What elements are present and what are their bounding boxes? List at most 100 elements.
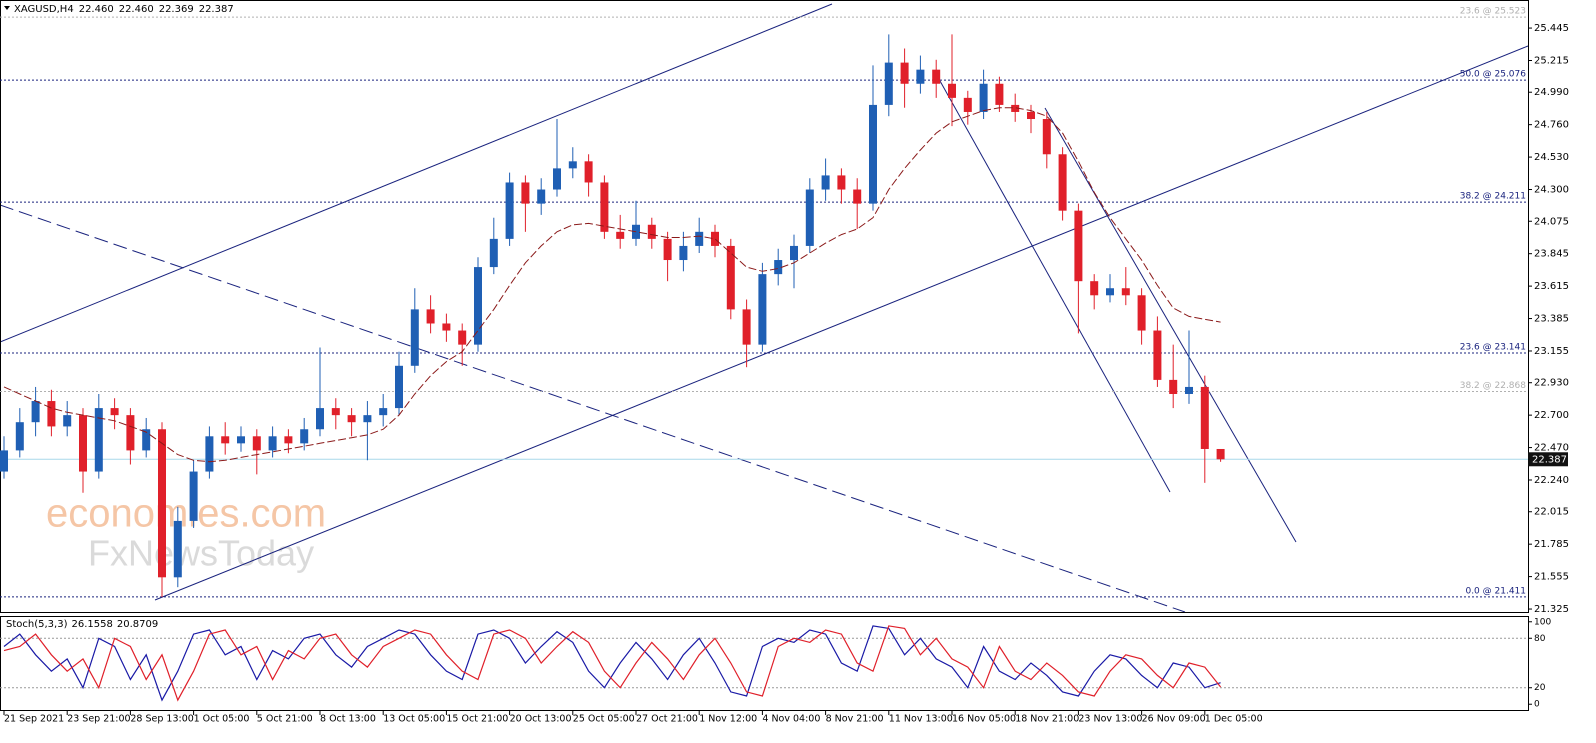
candle-body xyxy=(300,429,309,444)
x-tick-label: 1 Oct 05:00 xyxy=(194,714,250,725)
candle-body xyxy=(869,104,877,204)
fib-label: 0.0 @ 21.411 xyxy=(1465,586,1526,596)
y-tick-label: 24.990 xyxy=(1534,87,1569,98)
fib-label: 38.2 @ 22.868 xyxy=(1460,381,1527,391)
candle-body xyxy=(347,415,356,423)
candle-body xyxy=(790,245,798,261)
candle-body xyxy=(1090,281,1099,296)
candle-body xyxy=(647,224,656,239)
y-tick-label: 21.785 xyxy=(1534,539,1569,550)
candle-body xyxy=(1011,104,1020,112)
candle-body xyxy=(268,436,277,451)
stoch-value: 20.8709 xyxy=(117,619,158,630)
x-tick-label: 5 Oct 21:00 xyxy=(257,714,313,725)
candle-body xyxy=(458,330,467,345)
header-icon xyxy=(4,6,10,10)
candle-body xyxy=(663,238,672,261)
candle-body xyxy=(537,189,546,204)
stoch-tick-label: 100 xyxy=(1534,617,1551,627)
moving-average xyxy=(3,107,1221,463)
candle-body xyxy=(963,97,972,112)
fib-label: 38.2 @ 24.211 xyxy=(1460,192,1526,202)
y-tick-label: 24.760 xyxy=(1534,120,1569,131)
candle-body xyxy=(1169,379,1178,394)
candle-body xyxy=(379,408,388,416)
header-text: XAGUSD,H4 22.460 22.460 22.369 22.387 xyxy=(14,4,234,15)
trend-line xyxy=(0,3,833,343)
watermark: economies.com FxNewsToday xyxy=(46,492,326,574)
candle-body xyxy=(489,238,498,268)
candle-body xyxy=(173,520,182,578)
candle-body xyxy=(948,83,956,98)
candle-body xyxy=(1137,295,1146,331)
trend-line xyxy=(1044,107,1297,543)
trend-line xyxy=(934,71,1171,493)
stoch-line xyxy=(3,625,1221,702)
candle-body xyxy=(553,168,561,190)
candle-body xyxy=(363,415,372,423)
candle-body xyxy=(600,182,609,232)
candle-body xyxy=(1200,386,1209,449)
candle-body xyxy=(916,69,925,84)
candle-body xyxy=(395,365,403,409)
candle-body xyxy=(758,274,767,345)
trend-line xyxy=(154,45,1529,601)
y-tick-label: 24.300 xyxy=(1534,185,1569,196)
candle-body xyxy=(742,309,751,345)
candle-body xyxy=(695,231,704,246)
candle-body xyxy=(474,267,482,345)
candle-body xyxy=(284,436,293,444)
x-tick-label: 11 Nov 13:00 xyxy=(889,714,953,725)
stoch-tick-label: 80 xyxy=(1534,634,1546,644)
y-tick-label: 22.930 xyxy=(1534,378,1569,389)
x-tick-label: 8 Oct 13:00 xyxy=(320,714,376,725)
y-tick-label: 23.385 xyxy=(1534,314,1569,325)
x-tick-label: 21 Sep 2021 xyxy=(4,714,64,725)
stoch-line xyxy=(3,625,1222,702)
candle-body xyxy=(521,182,530,204)
stoch-pane-border xyxy=(0,616,1529,711)
candle-body xyxy=(142,429,151,451)
x-tick-label: 23 Sep 21:00 xyxy=(67,714,130,725)
candle-body xyxy=(1216,448,1225,460)
fib-label: 23.6 @ 25.523 xyxy=(1460,7,1526,17)
x-tick-label: 1 Nov 12:00 xyxy=(699,714,757,725)
candle-body xyxy=(426,309,435,324)
ohlc-value: 22.387 xyxy=(199,4,234,15)
candle-body xyxy=(110,408,119,416)
candle-body xyxy=(995,83,1004,105)
x-tick-label: 1 Dec 05:00 xyxy=(1205,714,1263,725)
candle-body xyxy=(1121,288,1130,296)
stoch-title: Stoch(5,3,3) 26.1558 20.8709 xyxy=(6,619,158,630)
candle-body xyxy=(805,189,814,246)
candle-body xyxy=(94,408,103,472)
candle-body xyxy=(252,436,261,451)
y-tick-label: 22.700 xyxy=(1534,410,1569,421)
x-tick-label: 13 Oct 05:00 xyxy=(383,714,445,725)
ohlc-value: 22.460 xyxy=(119,4,154,15)
y-tick-label: 24.075 xyxy=(1534,216,1569,227)
x-tick-label: 28 Sep 13:00 xyxy=(130,714,193,725)
x-tick-label: 20 Oct 13:00 xyxy=(510,714,572,725)
price-pane-border xyxy=(0,0,1529,613)
candle-body xyxy=(63,415,72,427)
y-tick-label: 23.845 xyxy=(1534,249,1569,260)
header: XAGUSD,H4 22.460 22.460 22.369 22.387 Stoch(… xyxy=(4,4,234,630)
candle-body xyxy=(837,175,846,190)
candle-body xyxy=(616,231,625,239)
candle-body xyxy=(505,182,514,239)
trend-lines xyxy=(0,3,1529,613)
candle-body xyxy=(442,323,451,331)
y-tick-label: 22.470 xyxy=(1534,443,1569,454)
y-tick-label: 24.530 xyxy=(1534,152,1569,163)
candle-body xyxy=(568,161,577,169)
price-box-label: 22.387 xyxy=(1532,454,1567,465)
candle-body xyxy=(237,436,245,444)
stoch-tick-label: 0 xyxy=(1534,700,1540,710)
stoch-tick-label: 20 xyxy=(1534,683,1546,693)
trend-line xyxy=(0,204,1186,613)
x-tick-label: 23 Nov 13:00 xyxy=(1078,714,1142,725)
